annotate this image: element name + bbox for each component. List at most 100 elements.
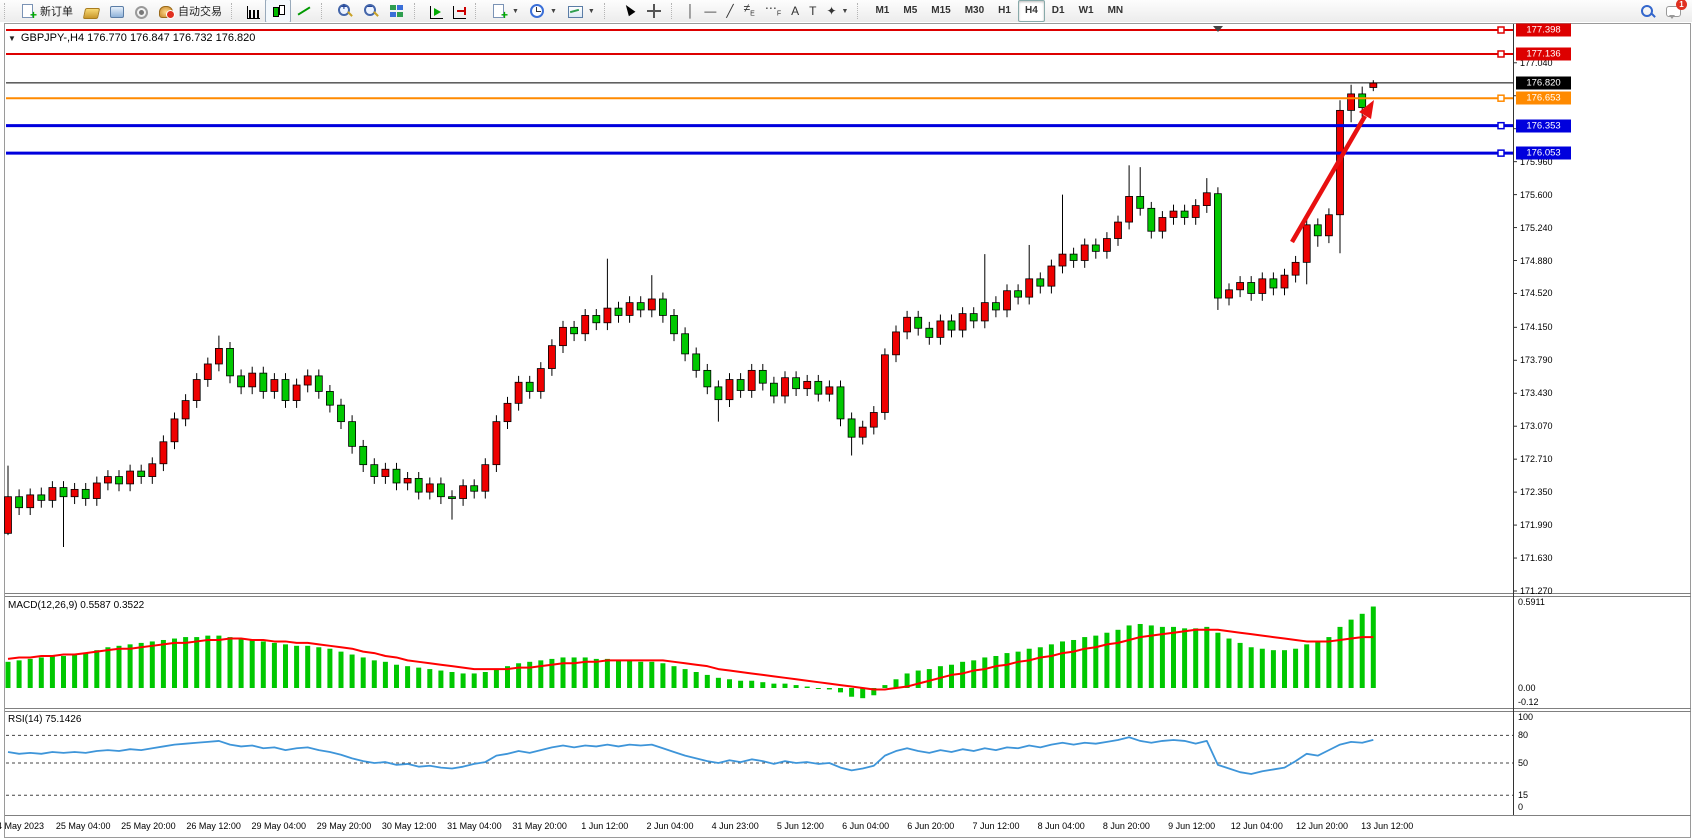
candle-body	[126, 470, 134, 485]
macd-histogram-bar	[1104, 632, 1110, 688]
candle-body	[1103, 238, 1111, 252]
market-depth-button[interactable]	[78, 0, 104, 23]
bar-chart-mode-button[interactable]	[242, 0, 265, 23]
indicators-menu-button[interactable]: ▼	[486, 0, 524, 23]
hline-anchor-marker	[1497, 94, 1505, 102]
search-icon[interactable]	[1640, 4, 1654, 18]
vertical-line-tool-button[interactable]: │	[682, 0, 700, 23]
candle-body	[836, 386, 845, 420]
algo-trading-button[interactable]: 自动交易	[153, 0, 227, 23]
candle-body	[1302, 224, 1311, 263]
trendline-tool-button[interactable]: ╱	[721, 0, 738, 23]
candle-body	[59, 487, 68, 498]
timeframe-m5-button[interactable]: M5	[903, 5, 918, 16]
objects-menu-button[interactable]: ✦ ▼	[821, 0, 853, 23]
chart-shift-button[interactable]	[448, 0, 471, 23]
chart-window[interactable]: ▼ GBPJPY-,H4 176.770 176.847 176.732 176…	[0, 22, 1692, 839]
candle-body	[214, 348, 223, 365]
tile-windows-button[interactable]	[384, 0, 410, 23]
bar-chart-mode-icon	[247, 5, 260, 19]
objects-menu-dropdown-arrow-icon[interactable]: ▼	[841, 7, 849, 15]
timeframe-m30-button[interactable]: M30	[964, 5, 985, 16]
price-tick-label: 174.150	[1520, 322, 1553, 333]
macd-histogram-bar	[1348, 619, 1354, 688]
candle-body	[592, 315, 601, 324]
candle-body	[881, 354, 889, 413]
macd-histogram-bar	[1171, 626, 1176, 688]
candle-body	[947, 320, 956, 331]
new-order-button[interactable]: 新订单	[15, 0, 78, 23]
zoom-in-button[interactable]	[332, 0, 358, 23]
macd-histogram-bar	[571, 657, 577, 688]
macd-histogram-bar	[1082, 637, 1088, 688]
cursor-tool-button[interactable]	[615, 0, 641, 23]
timeframe-h1-button[interactable]: H1	[998, 5, 1011, 16]
candle-body	[636, 302, 645, 311]
chat-icon[interactable]: 1	[1666, 0, 1687, 19]
macd-histogram-bar	[72, 654, 78, 688]
one-click-trading-toggle-icon[interactable]: ▼	[8, 33, 16, 43]
timeframe-m15-button[interactable]: M15	[931, 5, 951, 16]
candle-body	[1125, 196, 1133, 223]
candle-body	[936, 320, 945, 338]
macd-histogram-bar	[1137, 623, 1143, 688]
indicators-menu-dropdown-arrow-icon[interactable]: ▼	[512, 7, 519, 15]
candle-body	[1280, 274, 1289, 289]
periods-menu-button[interactable]: ▼	[524, 0, 562, 23]
macd-histogram-bar	[1304, 644, 1310, 688]
candle-body	[248, 372, 257, 388]
templates-menu-button[interactable]: ▼	[562, 0, 600, 23]
price-tick-label: 171.990	[1520, 520, 1553, 531]
candle-body	[858, 426, 867, 438]
hline-anchor-marker	[1497, 149, 1505, 157]
horizontal-line-tool-button[interactable]: —	[699, 0, 721, 23]
macd-histogram-bar	[715, 677, 721, 688]
candle-body	[26, 494, 35, 509]
line-chart-mode-button[interactable]	[291, 0, 317, 23]
macd-histogram-bar	[949, 664, 954, 688]
text-tool-button[interactable]: A	[786, 0, 804, 23]
macd-histogram-bar	[727, 679, 732, 688]
macd-histogram-bar	[782, 683, 788, 688]
price-chart-canvas[interactable]	[0, 22, 1692, 839]
timeframe-h4-button[interactable]: H4	[1017, 0, 1045, 22]
candle-body	[725, 379, 734, 401]
price-tick-label: 173.790	[1520, 355, 1553, 366]
time-axis-label: 1 Jun 12:00	[581, 821, 629, 831]
macd-histogram-bar	[849, 688, 855, 697]
timeframe-mn-button[interactable]: MN	[1107, 5, 1124, 16]
macd-histogram-bar	[704, 674, 710, 688]
rsi-scale-label: 100	[1518, 712, 1534, 722]
time-axis-label: 12 Jun 04:00	[1230, 821, 1283, 831]
signals-button[interactable]	[130, 0, 153, 23]
periods-menu-dropdown-arrow-icon[interactable]: ▼	[549, 7, 557, 15]
publish-chart-icon	[109, 3, 125, 19]
candle-body	[403, 477, 412, 484]
auto-scroll-button[interactable]	[425, 0, 448, 23]
candlestick-mode-button[interactable]	[265, 0, 291, 23]
candle-body	[1313, 224, 1322, 237]
timeframe-d1-button[interactable]: D1	[1051, 5, 1065, 16]
candle-body	[1058, 253, 1067, 267]
crosshair-tool-button[interactable]	[641, 0, 667, 23]
macd-histogram-bar	[249, 639, 255, 688]
equidistant-channel-tool-button[interactable]: ≠E	[739, 0, 760, 23]
rsi-scale-label: 80	[1518, 730, 1529, 741]
text-label-tool-button[interactable]: T	[804, 0, 821, 23]
candle-body	[1036, 278, 1045, 287]
timeframe-w1-button[interactable]: W1	[1078, 5, 1094, 16]
macd-histogram-bar	[38, 657, 44, 688]
macd-histogram-bar	[394, 664, 399, 688]
candle-body	[770, 382, 778, 397]
publish-chart-button[interactable]	[104, 0, 130, 23]
candle-body	[1369, 82, 1378, 88]
fibonacci-tool-button[interactable]: ⋯F	[760, 0, 786, 23]
candle-body	[348, 421, 357, 447]
zoom-out-button[interactable]	[358, 0, 384, 23]
templates-menu-dropdown-arrow-icon[interactable]: ▼	[587, 7, 595, 15]
candle-body	[470, 485, 479, 492]
timeframe-m1-button[interactable]: M1	[875, 5, 890, 16]
hline-anchor-marker	[1497, 26, 1505, 34]
candle-body	[714, 386, 723, 401]
candle-body	[825, 386, 834, 395]
